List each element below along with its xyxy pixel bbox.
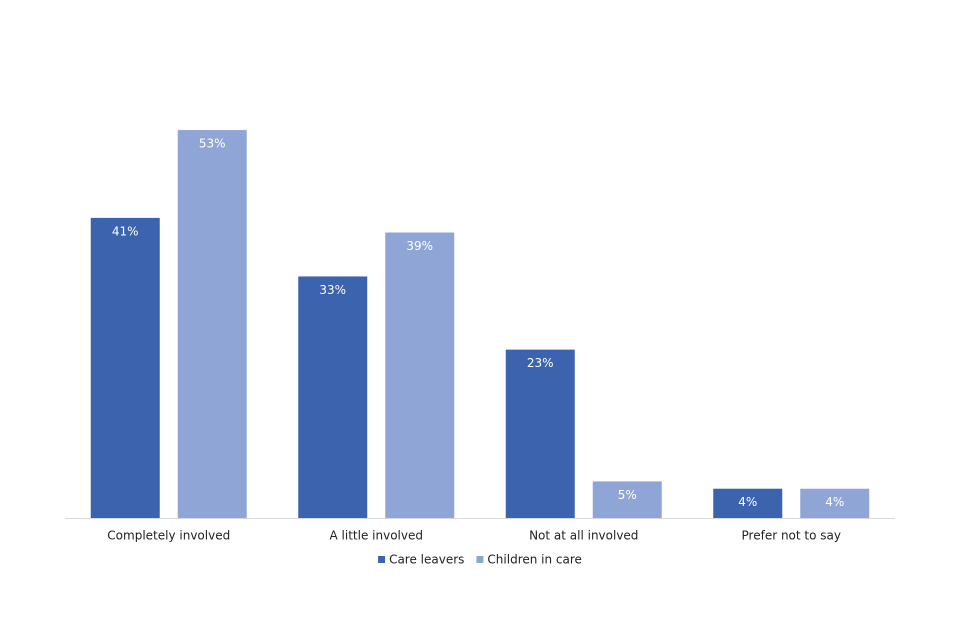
legend-swatch: [378, 556, 386, 563]
bar: [505, 349, 575, 518]
data-label: 41%: [112, 224, 139, 238]
x-tick-label: A little involved: [330, 529, 423, 543]
data-label: 39%: [406, 239, 433, 253]
bar: [385, 232, 455, 518]
data-label: 4%: [825, 495, 844, 509]
bar: [177, 130, 247, 519]
data-label: 5%: [618, 488, 637, 502]
legend-label: Care leavers: [389, 553, 464, 567]
legend-swatch: [476, 556, 484, 563]
bar: [713, 488, 783, 518]
x-tick-label: Not at all involved: [529, 529, 638, 543]
legend-label: Children in care: [487, 553, 582, 567]
data-label: 4%: [738, 495, 757, 509]
data-label: 53%: [199, 137, 226, 151]
x-tick-label: Prefer not to say: [742, 529, 841, 543]
bar: [592, 481, 662, 518]
bar: [298, 276, 368, 518]
data-label: 23%: [527, 356, 554, 370]
legend-item: Care leavers: [378, 553, 464, 567]
x-tick-label: Completely involved: [107, 529, 230, 543]
bar: [800, 488, 870, 518]
legend-item: Children in care: [476, 553, 582, 567]
bar: [90, 217, 160, 518]
data-label: 33%: [319, 283, 346, 297]
